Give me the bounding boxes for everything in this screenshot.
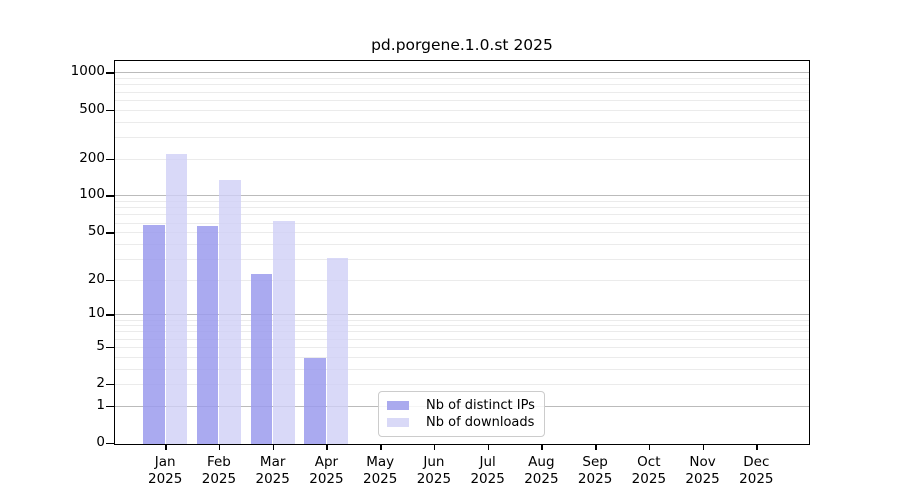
legend-swatch-downloads xyxy=(387,418,409,428)
legend-swatch-distinct-ips xyxy=(387,400,409,410)
legend-row-distinct-ips: Nb of distinct IPs xyxy=(387,398,536,413)
x-tick-feb xyxy=(218,444,221,450)
x-tick-jun xyxy=(433,444,436,450)
minor-gridline-5 xyxy=(115,346,809,348)
y-tick-0 xyxy=(106,443,114,445)
minor-gridline-9 xyxy=(115,319,809,321)
major-gridline-100 xyxy=(115,195,809,197)
minor-gridline-70 xyxy=(115,214,809,216)
y-tick-5 xyxy=(106,346,114,349)
minor-gridline-90 xyxy=(115,201,809,203)
bar-downloads-jan xyxy=(165,153,188,444)
y-tick-label-200: 200 xyxy=(79,149,105,166)
minor-gridline-60 xyxy=(115,222,809,224)
bar-downloads-mar xyxy=(273,220,295,444)
minor-gridline-8 xyxy=(115,325,809,327)
bar-distinct-ips-feb xyxy=(196,226,219,444)
x-tick-nov xyxy=(702,444,704,450)
x-tick-label-oct: Oct 2025 xyxy=(631,454,667,487)
x-tick-aug xyxy=(541,444,543,450)
y-tick-label-100: 100 xyxy=(79,186,105,203)
y-tick-label-500: 500 xyxy=(79,100,105,117)
y-tick-200 xyxy=(106,158,114,160)
minor-gridline-600 xyxy=(115,99,809,101)
x-tick-label-aug: Aug 2025 xyxy=(524,454,559,487)
minor-gridline-400 xyxy=(115,121,809,123)
legend: Nb of distinct IPs Nb of downloads xyxy=(378,391,545,437)
minor-gridline-6 xyxy=(115,338,809,340)
bar-distinct-ips-jan xyxy=(143,225,165,444)
plot-area: 0 1 2 5 10 20 50 100 200 500 1000 Jan 2025 Feb 2025 M… xyxy=(71,60,810,487)
y-tick-100 xyxy=(106,195,114,197)
x-tick-label-jan: Jan 2025 xyxy=(148,454,183,487)
y-tick-20 xyxy=(106,279,114,282)
minor-gridline-30 xyxy=(115,258,809,260)
legend-label-distinct-ips: Nb of distinct IPs xyxy=(426,397,535,413)
chart-title: pd.porgene.1.0.st 2025 xyxy=(371,36,553,54)
x-tick-jul xyxy=(487,444,490,450)
y-tick-500 xyxy=(106,109,114,111)
legend-label-downloads: Nb of downloads xyxy=(426,415,535,431)
major-gridline-10 xyxy=(115,314,809,316)
minor-gridline-800 xyxy=(115,84,809,86)
x-tick-label-nov: Nov 2025 xyxy=(685,454,720,487)
x-tick-label-mar: Mar 2025 xyxy=(255,454,290,487)
x-tick-label-dec: Dec 2025 xyxy=(739,454,774,487)
major-gridline-1000 xyxy=(115,72,809,74)
y-tick-label-1000: 1000 xyxy=(70,63,105,80)
bar-distinct-ips-apr xyxy=(304,357,326,444)
y-tick-label-20: 20 xyxy=(87,270,105,287)
x-tick-dec xyxy=(756,444,758,450)
minor-gridline-20 xyxy=(115,279,809,281)
x-tick-label-sep: Sep 2025 xyxy=(577,454,613,487)
x-tick-label-jul: Jul 2025 xyxy=(470,454,505,487)
x-tick-label-jun: Jun 2025 xyxy=(416,454,452,487)
x-tick-label-may: May 2025 xyxy=(362,454,398,487)
minor-gridline-200 xyxy=(115,158,809,160)
y-tick-label-0: 0 xyxy=(96,434,105,451)
x-tick-oct xyxy=(648,444,651,450)
minor-gridline-3 xyxy=(115,368,809,370)
x-tick-label-apr: Apr 2025 xyxy=(309,454,344,487)
x-tick-sep xyxy=(595,444,597,450)
y-tick-1 xyxy=(106,405,114,408)
minor-gridline-80 xyxy=(115,207,809,209)
y-tick-1000 xyxy=(106,72,114,74)
x-tick-may xyxy=(380,444,382,450)
x-tick-mar xyxy=(272,444,275,450)
minor-gridline-700 xyxy=(115,91,809,93)
legend-row-downloads: Nb of downloads xyxy=(387,415,536,430)
minor-gridline-4 xyxy=(115,356,809,358)
x-tick-jan xyxy=(165,444,167,450)
minor-gridline-40 xyxy=(115,243,809,245)
x-tick-label-feb: Feb 2025 xyxy=(201,454,237,487)
y-tick-label-5: 5 xyxy=(96,338,105,355)
y-tick-label-1: 1 xyxy=(96,397,105,414)
y-tick-label-10: 10 xyxy=(87,305,105,322)
y-tick-label-50: 50 xyxy=(87,223,105,240)
y-tick-10 xyxy=(106,314,114,316)
minor-gridline-50 xyxy=(115,232,809,234)
y-tick-label-2: 2 xyxy=(96,375,105,392)
bar-downloads-feb xyxy=(219,179,241,444)
y-tick-50 xyxy=(106,232,114,234)
bar-distinct-ips-mar xyxy=(250,273,273,444)
minor-gridline-900 xyxy=(115,78,809,80)
minor-gridline-300 xyxy=(115,136,809,138)
minor-gridline-7 xyxy=(115,331,809,333)
minor-gridline-2 xyxy=(115,384,809,386)
minor-gridline-500 xyxy=(115,109,809,111)
y-tick-2 xyxy=(106,384,114,386)
bar-downloads-apr xyxy=(326,258,349,444)
x-tick-apr xyxy=(326,444,328,450)
